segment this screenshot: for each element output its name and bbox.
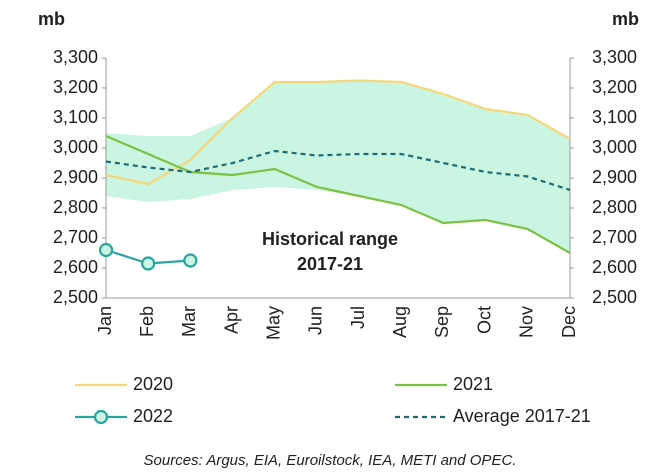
y-tick-label: 2,500 — [53, 287, 98, 307]
source: Sources: Argus, EIA, Euroilstock, IEA, M… — [144, 452, 517, 469]
annotation: 2017-21 — [297, 254, 363, 274]
y2-tick-label: 3,000 — [592, 137, 637, 157]
x-tick-label: Mar — [179, 306, 199, 337]
x-tick-label: Apr — [221, 306, 241, 334]
y2-tick-label: 3,200 — [592, 77, 637, 97]
y-tick-label: 2,700 — [53, 227, 98, 247]
y-tick-label: 2,800 — [53, 197, 98, 217]
legend-label: Average 2017-21 — [453, 406, 591, 426]
series-line — [105, 79, 571, 186]
x-tick-label: Feb — [137, 306, 157, 337]
y2-axis-label: mb — [612, 9, 639, 29]
legend-label: 2021 — [453, 374, 493, 394]
x-tick-label: Nov — [517, 306, 537, 338]
y2-tick-label: 2,900 — [592, 167, 637, 187]
y2-tick-label: 2,700 — [592, 227, 637, 247]
x-tick-label: Sep — [432, 306, 452, 338]
series-line — [105, 149, 571, 192]
legend-label: 2022 — [133, 406, 173, 426]
y2-tick-label: 2,500 — [592, 287, 637, 307]
y-tick-label: 3,000 — [53, 137, 98, 157]
series-line — [105, 134, 571, 254]
y2-tick-label: 2,800 — [592, 197, 637, 217]
y-axis-label: mb — [38, 9, 65, 29]
y-tick-label: 3,200 — [53, 77, 98, 97]
series-marker — [98, 242, 114, 258]
x-tick-label: Oct — [474, 306, 494, 334]
series-marker — [141, 256, 156, 271]
annotation: Historical range — [262, 229, 398, 249]
legend-label: 2020 — [133, 374, 173, 394]
x-tick-label: May — [263, 306, 283, 340]
x-tick-label: Dec — [559, 306, 579, 338]
historical-range — [106, 80, 570, 253]
y-tick-label: 3,300 — [53, 47, 98, 67]
y2-tick-label: 2,600 — [592, 257, 637, 277]
x-tick-label: Jan — [95, 306, 115, 335]
legend-marker — [93, 409, 109, 425]
series-marker — [183, 253, 198, 268]
y2-tick-label: 3,100 — [592, 107, 637, 127]
y-tick-label: 2,600 — [53, 257, 98, 277]
y2-tick-label: 3,300 — [592, 47, 637, 67]
y-tick-label: 3,100 — [53, 107, 98, 127]
y-tick-label: 2,900 — [53, 167, 98, 187]
x-tick-label: Jul — [348, 306, 368, 329]
x-tick-label: Jun — [306, 306, 326, 335]
x-tick-label: Aug — [390, 306, 410, 338]
